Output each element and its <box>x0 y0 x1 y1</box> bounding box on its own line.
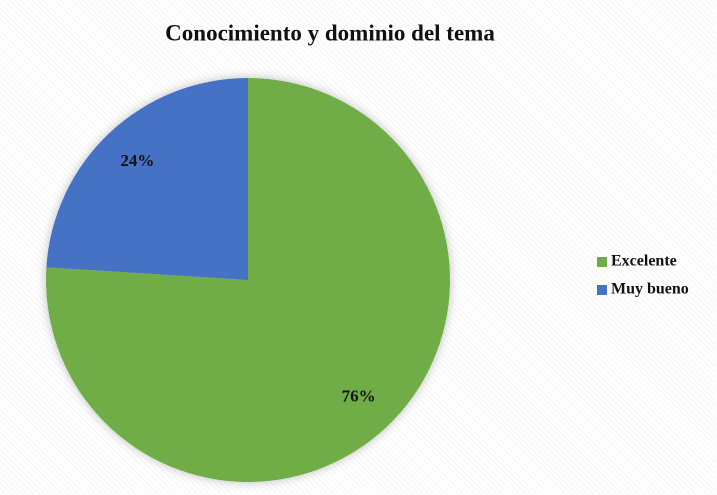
legend-label: Muy bueno <box>611 281 689 298</box>
data-label: 24% <box>120 151 154 170</box>
pie-slice <box>45 78 450 483</box>
chart-title: Conocimiento y dominio del tema <box>165 20 495 45</box>
pie <box>45 78 450 483</box>
legend-swatch <box>597 257 607 267</box>
data-label: 76% <box>342 387 376 406</box>
legend-swatch <box>597 285 607 295</box>
pie-slice <box>46 78 248 280</box>
legend-label: Excelente <box>611 253 677 270</box>
